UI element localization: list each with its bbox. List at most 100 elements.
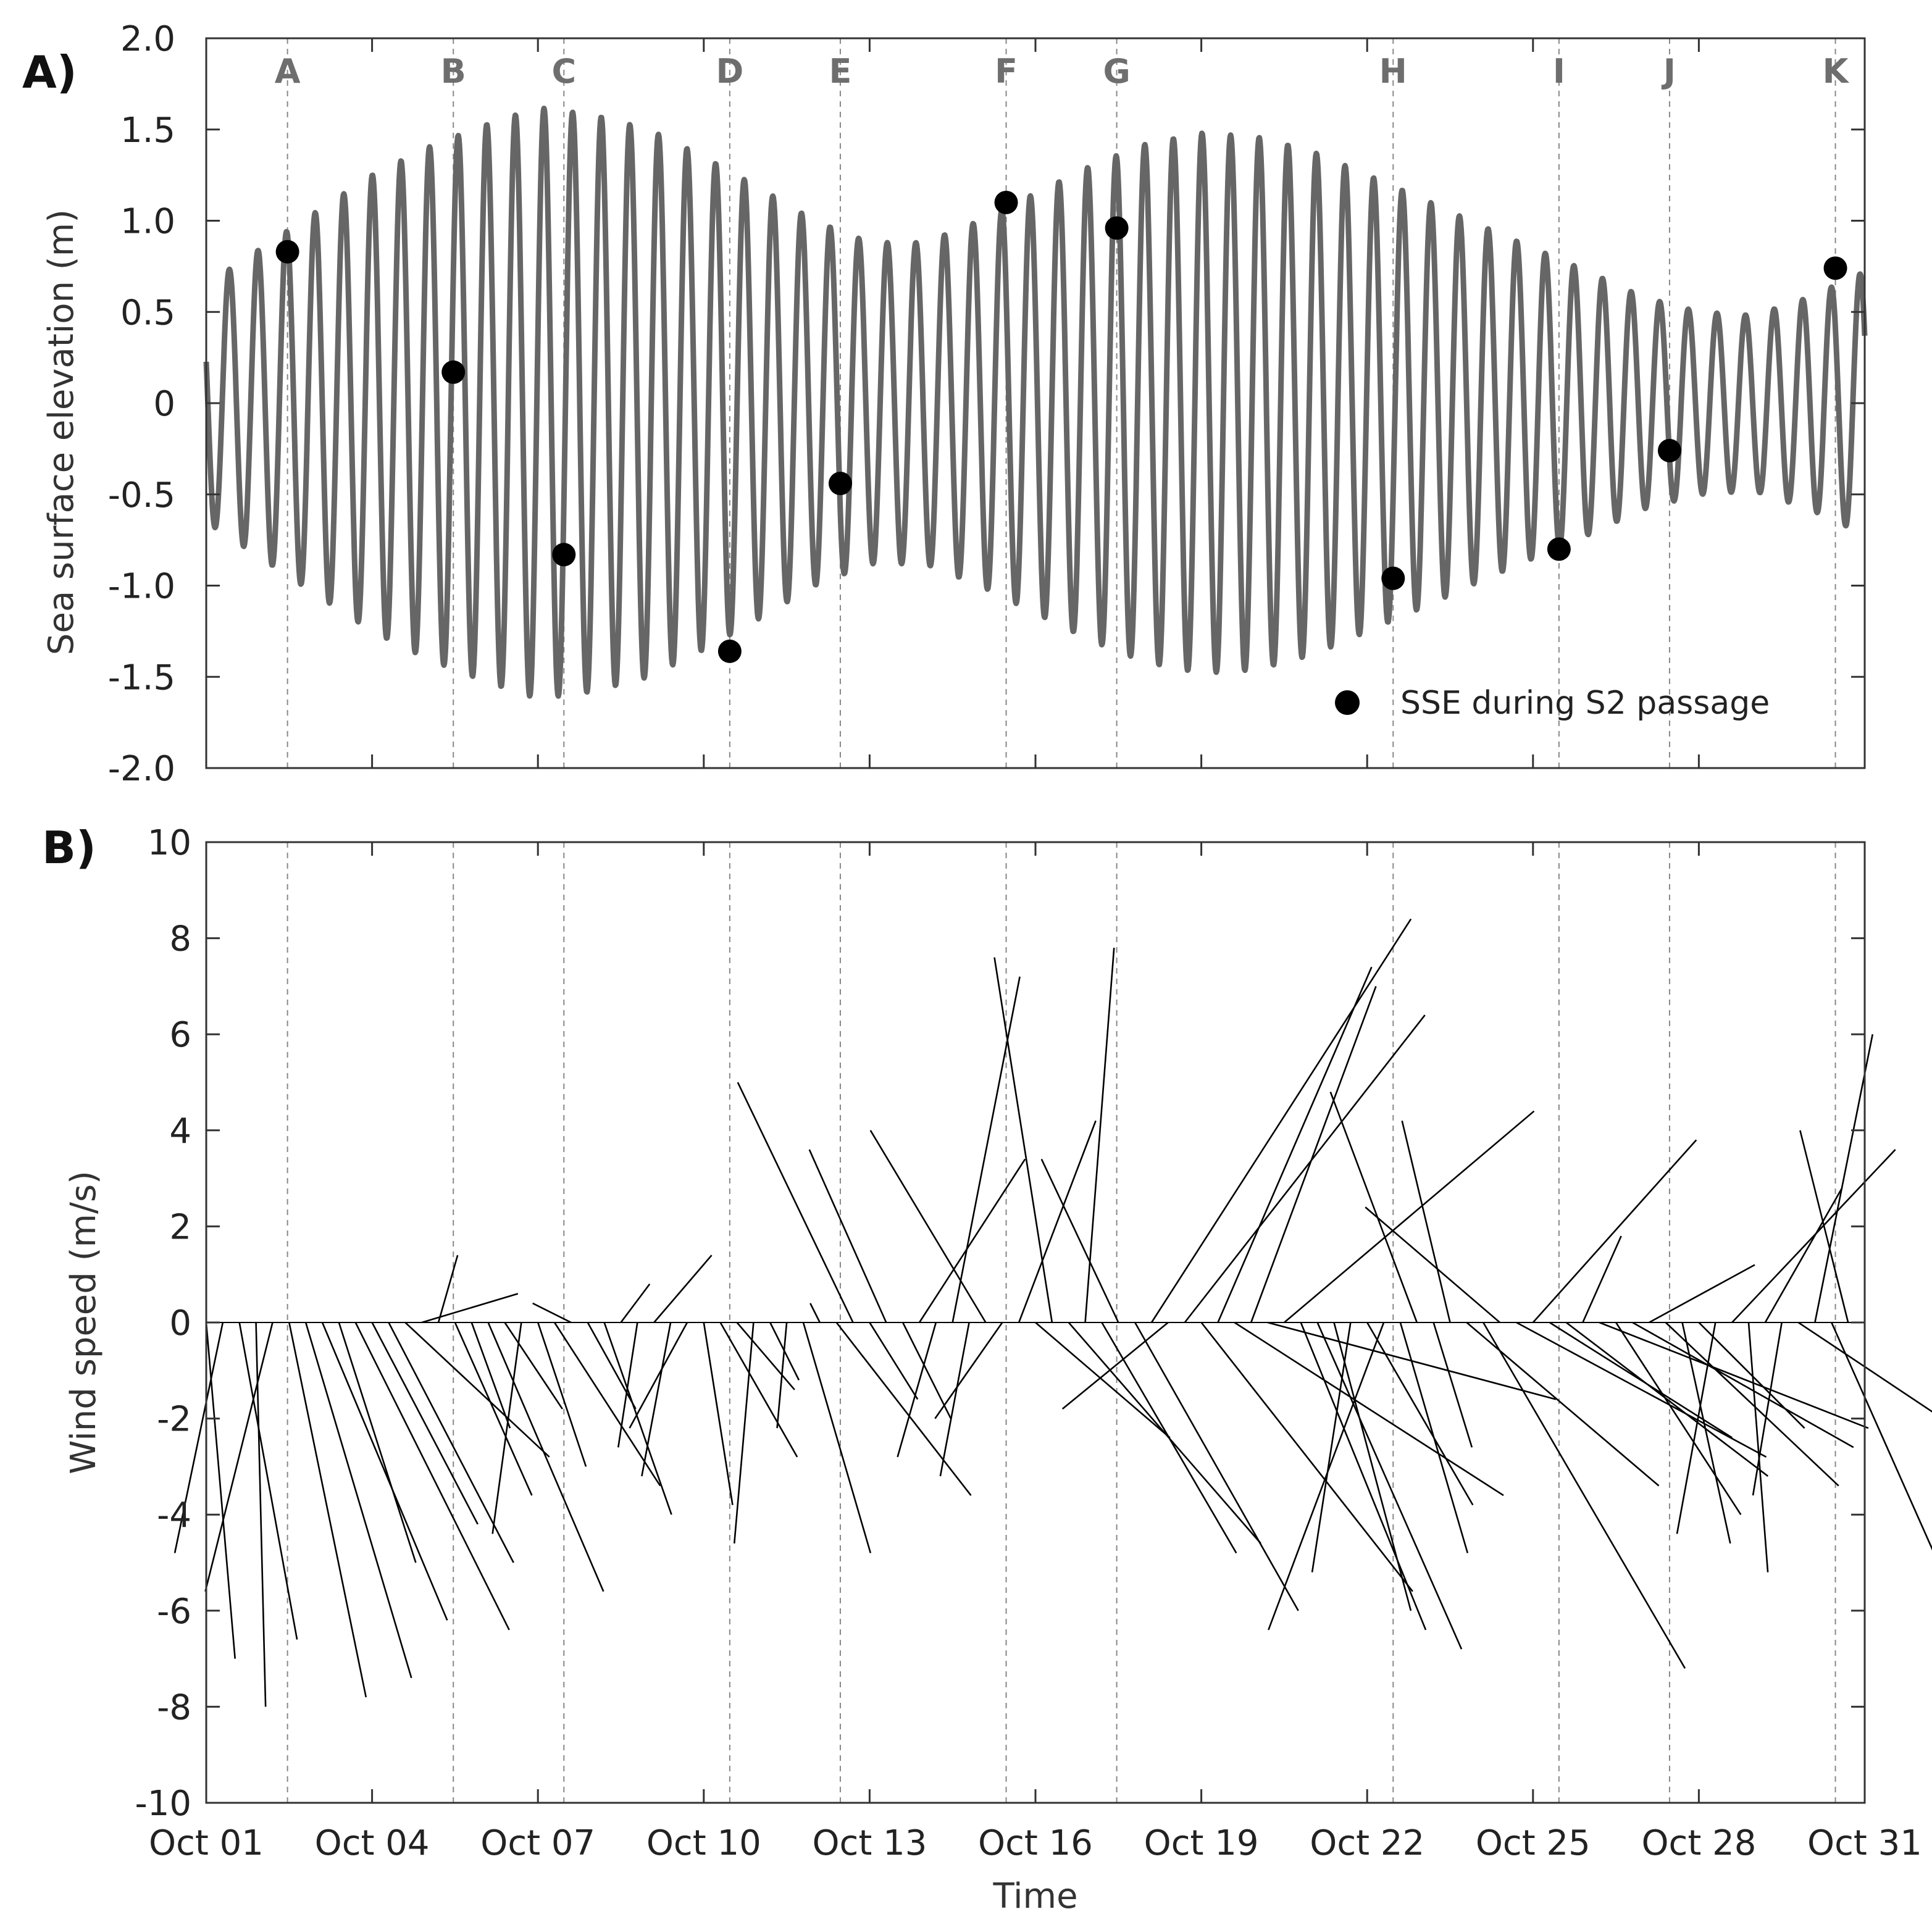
event-label-c: C [551,52,576,91]
wind-stick [537,1322,587,1467]
sse-point-h [1381,566,1405,590]
wind-stick [1649,1264,1755,1324]
event-label-e: E [829,52,852,91]
wind-stick [1582,1235,1622,1323]
wind-stick [901,1322,952,1419]
a-ytick-label: -1.0 [108,567,175,607]
wind-stick [1068,1322,1261,1544]
wind-stick [918,1158,1026,1323]
b-ytick-label: 4 [169,1111,191,1151]
b-xtick-label: Oct 04 [315,1823,430,1863]
wind-stick [1752,1322,1783,1496]
wind-stick [736,1322,795,1390]
wind-stick [1040,1158,1119,1323]
wind-stick [1234,1321,1504,1497]
wind-stick [1814,1034,1874,1323]
wind-stick [338,1322,417,1563]
wind-stick [951,976,1021,1323]
b-xtick-label: Oct 10 [646,1823,761,1863]
b-xtick-label: Oct 22 [1310,1823,1424,1863]
panel-a: A) A B C D E F G H I J K -2.0 -1.5 -1.0 -0.5 0 0.5 1.0 1.… [22,19,1868,789]
wind-stick [1681,1322,1731,1544]
wind-stick [255,1322,267,1707]
panel-a-points [275,190,1847,663]
wind-stick [470,1322,511,1429]
wind-stick [1035,1322,1171,1439]
wind-stick [617,1322,638,1448]
wind-stick [1764,1187,1843,1323]
event-label-b: B [441,52,466,91]
wind-stick [1329,1092,1418,1323]
wind-stick [1615,1322,1742,1515]
wind-stick [1250,985,1377,1323]
wind-stick [587,1322,637,1410]
wind-stick [491,1322,522,1534]
wind-stick [1797,1321,1932,1413]
wind-stick [1532,1139,1697,1323]
wind-stick [421,1293,519,1324]
wind-stick [354,1322,510,1631]
wind-stick [1399,1322,1469,1553]
b-ytick-label: 2 [169,1207,191,1247]
wind-stick [603,1322,672,1515]
b-ytick-label: 6 [169,1015,191,1055]
panel-b: B) -10 -8 -6 -4 -2 0 2 4 6 8 10 Oct 01 Oct 04 Oct 07… [42,822,1932,1916]
legend-label: SSE during S2 passage [1400,685,1770,722]
panel-b-x-ticks: Oct 01 Oct 04 Oct 07 Oct 10 Oct 13 Oct 16 Oct … [149,842,1922,1863]
b-ytick-label: -6 [157,1592,191,1632]
b-ytick-label: 0 [169,1303,191,1343]
wind-stick [1311,1322,1352,1573]
wind-stick [288,1322,367,1698]
wind-stick [869,1322,919,1400]
b-ytick-label: 8 [169,919,191,959]
b-xtick-label: Oct 25 [1476,1823,1591,1863]
wind-stick [1676,1322,1717,1534]
wind-stick [1217,966,1373,1323]
wind-stick [1799,1130,1849,1323]
wind-stick [1698,1322,1805,1429]
wind-stick [1665,1322,1839,1487]
panel-a-y-axis-label: Sea surface elevation (m) [41,209,82,655]
wind-stick [1599,1321,1869,1429]
sse-point-g [1105,216,1129,240]
wind-stick [1061,1321,1169,1410]
wind-stick [993,957,1053,1323]
a-ytick-label: -2.0 [108,749,175,789]
panel-a-series [203,106,1868,699]
wind-stick [641,1322,672,1477]
a-ytick-label: 0.5 [120,293,175,333]
wind-stick [835,1322,972,1496]
wind-stick [204,1322,274,1592]
wind-stick [719,1322,798,1458]
wind-stick [808,1149,887,1323]
wind-stick [238,1322,298,1640]
wind-stick [454,1322,533,1496]
wind-stick [1365,1206,1500,1323]
wind-stick [703,1322,734,1505]
wind-stick [1747,1322,1769,1573]
panel-a-legend: SSE during S2 passage [1335,685,1770,722]
event-label-j: J [1661,52,1676,91]
wind-stick [1084,948,1115,1323]
wind-stick [897,1322,937,1458]
wind-stick [404,1322,550,1458]
wind-stick [776,1322,788,1429]
wind-stick [733,1322,755,1544]
panel-a-x-ticks [205,38,1866,768]
wind-stick [1018,1120,1097,1323]
wind-stick [939,1322,970,1477]
wind-stick [653,1255,713,1323]
b-xtick-label: Oct 16 [978,1823,1093,1863]
b-xtick-label: Oct 07 [480,1823,595,1863]
wind-stick [869,1130,987,1323]
panel-b-letter: B) [42,822,96,874]
wind-stick [371,1322,479,1525]
wind-stick [174,1322,224,1553]
wind-stick [1134,1322,1299,1611]
sse-point-c [552,543,576,567]
sse-point-b [441,360,466,384]
wind-stick [1482,1322,1686,1669]
sse-point-i [1547,537,1571,561]
b-xtick-label: Oct 31 [1807,1823,1922,1863]
wind-stick [1565,1321,1769,1477]
